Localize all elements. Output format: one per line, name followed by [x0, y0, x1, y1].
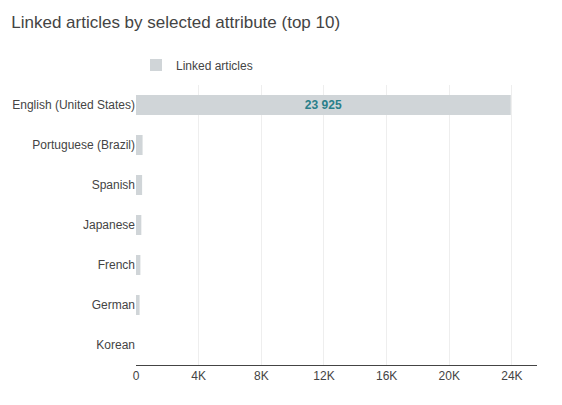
svg-text:Korean: Korean [96, 338, 135, 352]
svg-text:0: 0 [133, 369, 140, 383]
svg-text:Portuguese (Brazil): Portuguese (Brazil) [32, 138, 135, 152]
svg-text:English (United States): English (United States) [12, 98, 135, 112]
svg-text:12K: 12K [313, 369, 334, 383]
svg-text:Spanish: Spanish [92, 178, 135, 192]
svg-text:4K: 4K [191, 369, 206, 383]
svg-text:24K: 24K [501, 369, 522, 383]
svg-text:23 925: 23 925 [305, 98, 342, 112]
svg-text:French: French [98, 258, 135, 272]
svg-text:20K: 20K [439, 369, 460, 383]
svg-text:8K: 8K [254, 369, 269, 383]
svg-text:Japanese: Japanese [83, 218, 135, 232]
svg-text:16K: 16K [376, 369, 397, 383]
svg-text:Linked articles: Linked articles [176, 59, 253, 73]
svg-text:German: German [92, 298, 135, 312]
svg-text:Linked articles by selected at: Linked articles by selected attribute (t… [11, 13, 340, 32]
